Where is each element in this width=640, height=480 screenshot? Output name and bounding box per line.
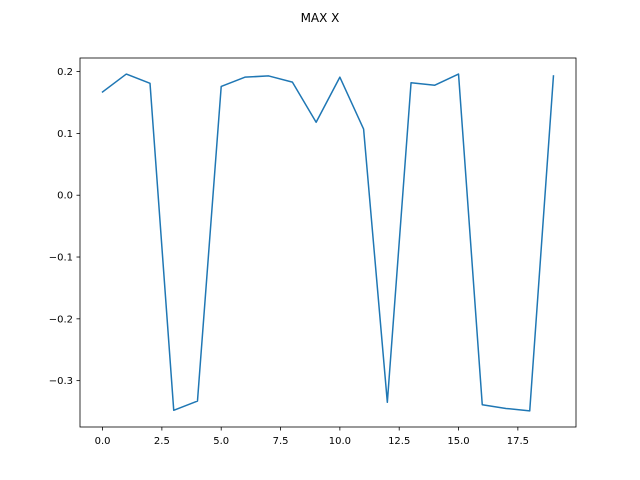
y-tick-label: 0.0 <box>57 191 73 202</box>
y-tick-label: −0.1 <box>49 253 73 264</box>
y-tick-label: −0.3 <box>49 376 73 387</box>
x-tick-label: 5.0 <box>213 436 229 447</box>
x-tick-label: 0.0 <box>95 436 111 447</box>
y-tick-label: −0.2 <box>49 314 73 325</box>
x-tick-label: 17.5 <box>507 436 529 447</box>
chart-title: MAX X <box>301 11 340 25</box>
series-line-0 <box>101 73 555 412</box>
x-tick-label: 2.5 <box>154 436 170 447</box>
axes-frame <box>79 57 577 428</box>
plot-area: 0.0 2.5 5.0 7.5 10.0 12.5 15.0 17.5 0.2 0.1 0.0 −0.… <box>49 57 577 447</box>
x-tick-label: 15.0 <box>447 436 469 447</box>
x-tick-label: 12.5 <box>388 436 410 447</box>
x-tick-label: 7.5 <box>273 436 289 447</box>
y-tick-label: 0.1 <box>57 129 73 140</box>
x-tick-label: 10.0 <box>329 436 351 447</box>
y-tick-label: 0.2 <box>57 67 73 78</box>
